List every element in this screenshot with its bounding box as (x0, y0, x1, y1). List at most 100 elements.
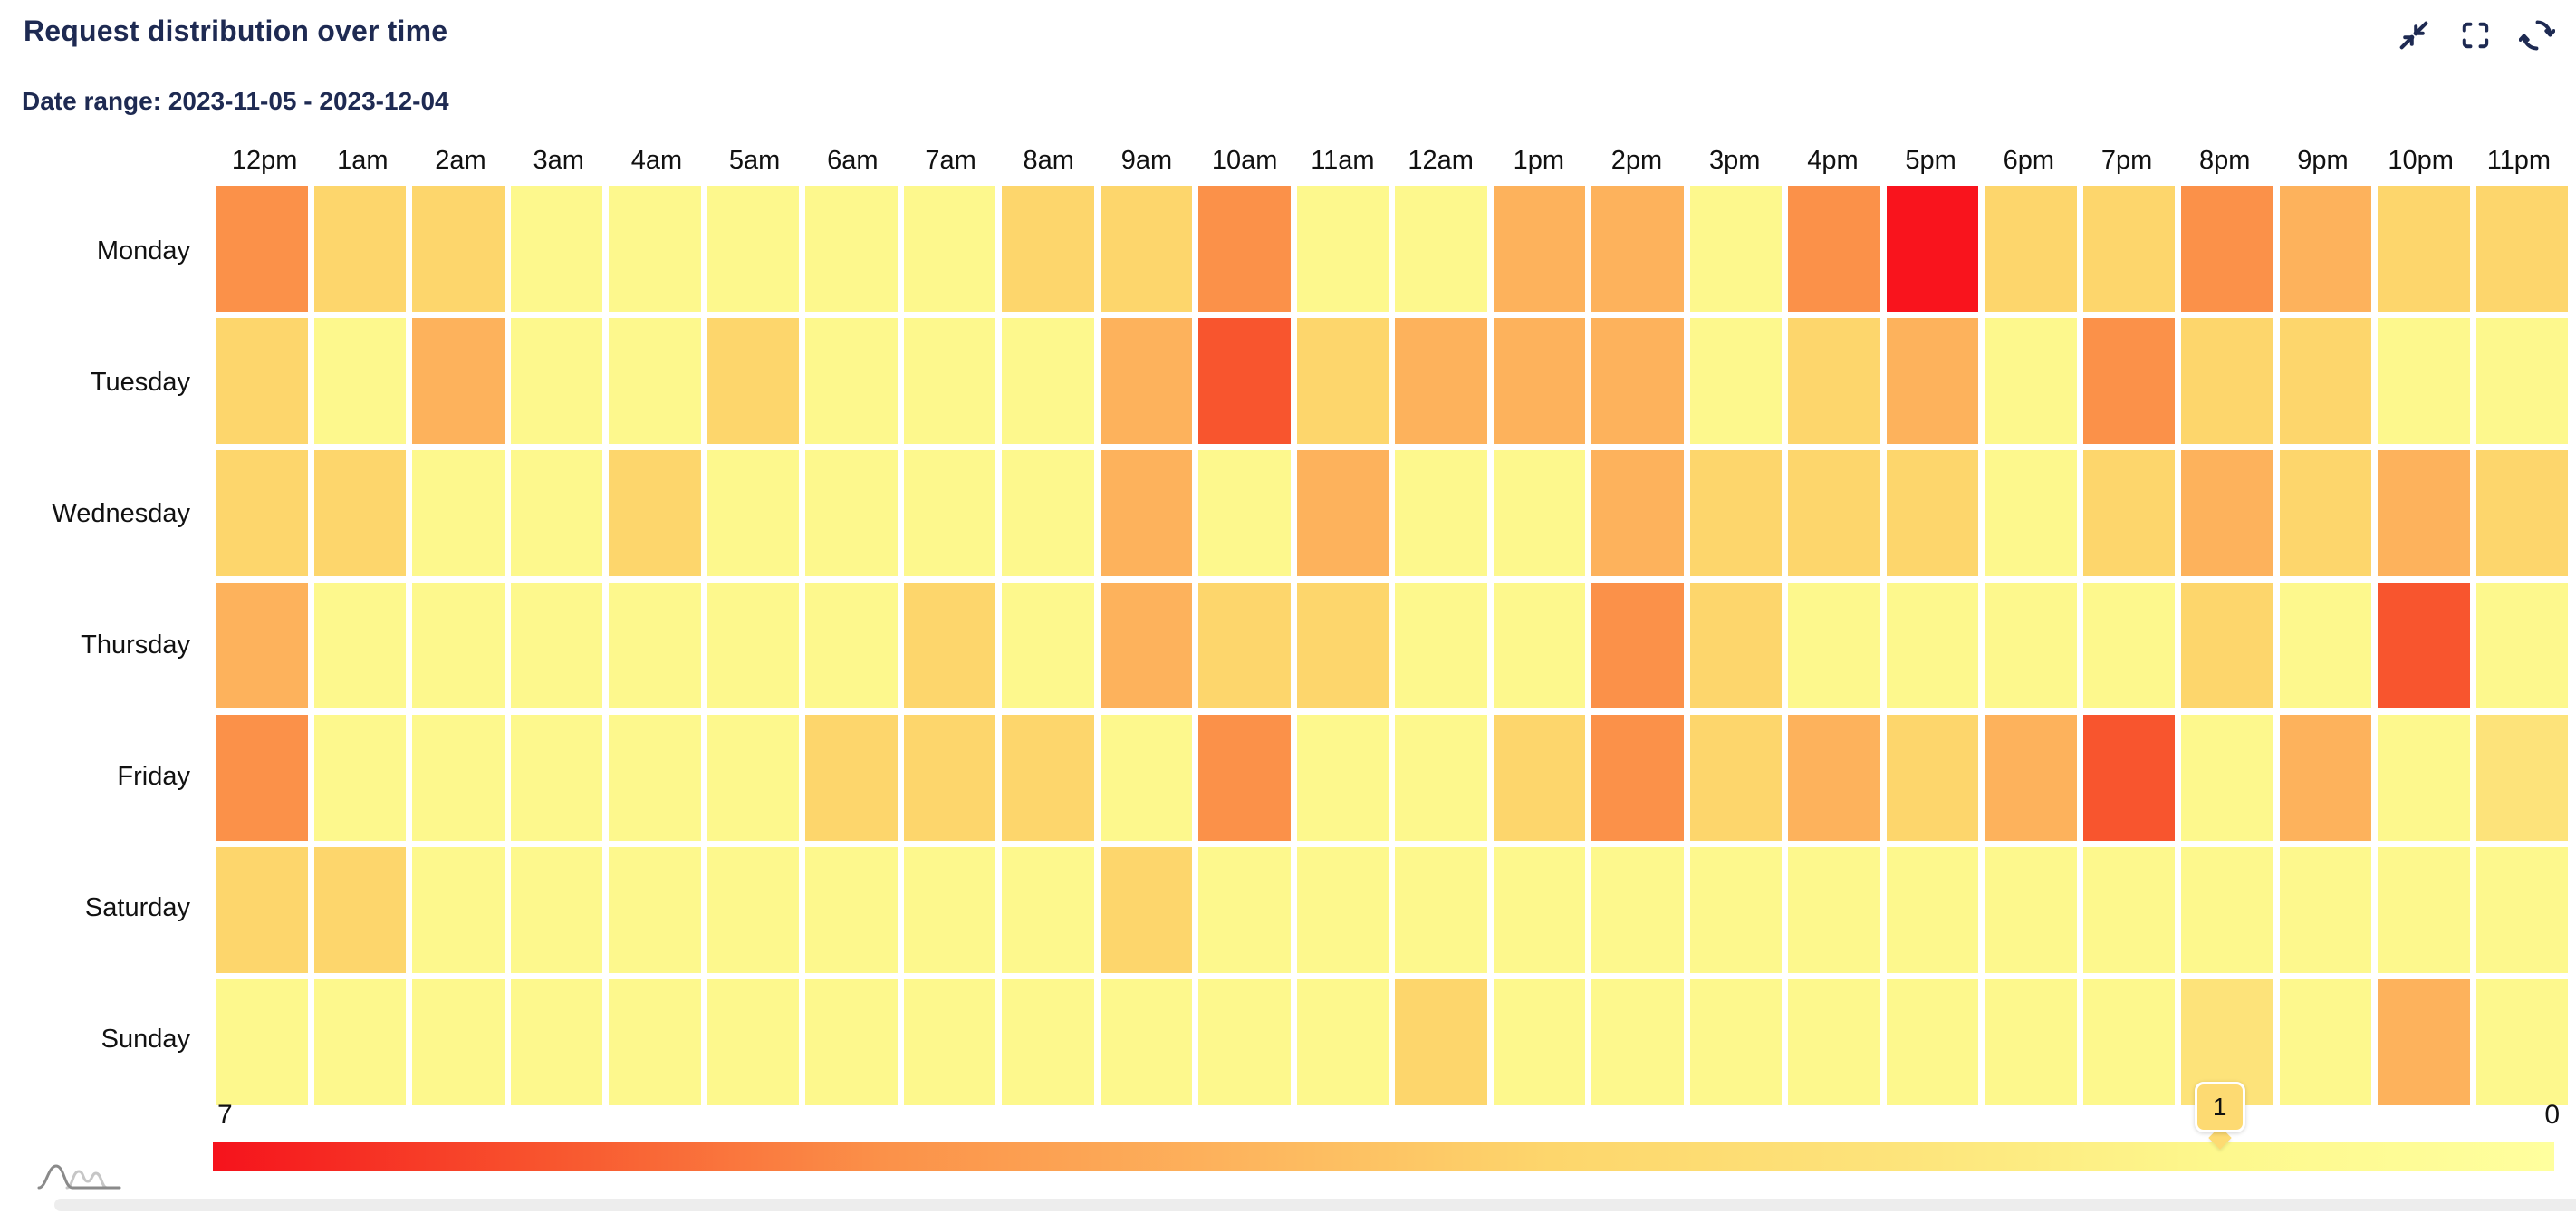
heatmap-cell[interactable] (2082, 979, 2175, 1105)
heatmap-cell[interactable] (412, 450, 505, 576)
heatmap-cell[interactable] (1689, 186, 1782, 312)
heatmap-cell[interactable] (2181, 583, 2273, 708)
heatmap-cell[interactable] (216, 847, 308, 973)
heatmap-cell[interactable] (1296, 186, 1389, 312)
heatmap-cell[interactable] (1985, 847, 2077, 973)
heatmap-cell[interactable] (1591, 715, 1684, 841)
heatmap-cell[interactable] (1886, 583, 1978, 708)
heatmap-cell[interactable] (706, 583, 799, 708)
heatmap-cell[interactable] (1100, 847, 1192, 973)
legend-gradient-bar[interactable] (213, 1142, 2554, 1171)
heatmap-cell[interactable] (2378, 847, 2470, 973)
heatmap-cell[interactable] (706, 715, 799, 841)
heatmap-cell[interactable] (412, 186, 505, 312)
heatmap-cell[interactable] (412, 583, 505, 708)
heatmap-cell[interactable] (2181, 715, 2273, 841)
heatmap-cell[interactable] (2181, 450, 2273, 576)
heatmap-cell[interactable] (1591, 186, 1684, 312)
heatmap-cell[interactable] (1689, 318, 1782, 444)
fullscreen-button[interactable] (2456, 16, 2494, 54)
heatmap-cell[interactable] (805, 450, 898, 576)
heatmap-cell[interactable] (510, 186, 602, 312)
heatmap-cell[interactable] (1296, 450, 1389, 576)
heatmap-cell[interactable] (706, 847, 799, 973)
heatmap-cell[interactable] (1493, 318, 1585, 444)
distribution-curves-icon[interactable] (36, 1160, 123, 1194)
heatmap-cell[interactable] (1985, 715, 2077, 841)
heatmap-cell[interactable] (2181, 318, 2273, 444)
heatmap-cell[interactable] (805, 583, 898, 708)
heatmap-cell[interactable] (1788, 450, 1880, 576)
heatmap-cell[interactable] (1100, 715, 1192, 841)
heatmap-cell[interactable] (412, 318, 505, 444)
heatmap-cell[interactable] (1198, 847, 1291, 973)
heatmap-cell[interactable] (1296, 318, 1389, 444)
heatmap-cell[interactable] (2181, 186, 2273, 312)
heatmap-cell[interactable] (1689, 979, 1782, 1105)
heatmap-cell[interactable] (216, 186, 308, 312)
heatmap-cell[interactable] (1886, 979, 1978, 1105)
heatmap-cell[interactable] (609, 715, 701, 841)
heatmap-cell[interactable] (2181, 847, 2273, 973)
heatmap-cell[interactable] (313, 186, 406, 312)
heatmap-cell[interactable] (1395, 450, 1487, 576)
heatmap-cell[interactable] (1788, 715, 1880, 841)
heatmap-cell[interactable] (609, 186, 701, 312)
heatmap-cell[interactable] (1886, 847, 1978, 973)
heatmap-cell[interactable] (1296, 583, 1389, 708)
heatmap-cell[interactable] (1788, 186, 1880, 312)
heatmap-cell[interactable] (2378, 715, 2470, 841)
heatmap-cell[interactable] (903, 186, 995, 312)
heatmap-cell[interactable] (1198, 450, 1291, 576)
heatmap-cell[interactable] (1788, 979, 1880, 1105)
heatmap-cell[interactable] (1198, 979, 1291, 1105)
heatmap-cell[interactable] (1395, 583, 1487, 708)
heatmap-cell[interactable] (1002, 847, 1094, 973)
heatmap-cell[interactable] (510, 450, 602, 576)
heatmap-cell[interactable] (1296, 847, 1389, 973)
heatmap-cell[interactable] (2082, 847, 2175, 973)
heatmap-cell[interactable] (706, 450, 799, 576)
heatmap-cell[interactable] (510, 715, 602, 841)
heatmap-cell[interactable] (1100, 318, 1192, 444)
heatmap-cell[interactable] (609, 583, 701, 708)
horizontal-scrollbar[interactable] (54, 1199, 2576, 1211)
heatmap-cell[interactable] (805, 318, 898, 444)
heatmap-cell[interactable] (216, 583, 308, 708)
heatmap-cell[interactable] (1886, 450, 1978, 576)
heatmap-cell[interactable] (1886, 186, 1978, 312)
heatmap-cell[interactable] (2279, 186, 2371, 312)
heatmap-cell[interactable] (2475, 450, 2568, 576)
heatmap-cell[interactable] (412, 847, 505, 973)
heatmap-cell[interactable] (2378, 583, 2470, 708)
heatmap-cell[interactable] (609, 847, 701, 973)
heatmap-cell[interactable] (510, 979, 602, 1105)
heatmap-cell[interactable] (1493, 450, 1585, 576)
heatmap-cell[interactable] (903, 583, 995, 708)
heatmap-cell[interactable] (1689, 847, 1782, 973)
heatmap-cell[interactable] (805, 847, 898, 973)
heatmap-cell[interactable] (2475, 318, 2568, 444)
heatmap-cell[interactable] (1689, 450, 1782, 576)
heatmap-cell[interactable] (1591, 583, 1684, 708)
heatmap-cell[interactable] (903, 450, 995, 576)
heatmap-cell[interactable] (216, 318, 308, 444)
heatmap-cell[interactable] (1395, 979, 1487, 1105)
collapse-button[interactable] (2395, 16, 2433, 54)
heatmap-cell[interactable] (1198, 583, 1291, 708)
heatmap-cell[interactable] (1198, 186, 1291, 312)
heatmap-cell[interactable] (706, 979, 799, 1105)
heatmap-cell[interactable] (609, 450, 701, 576)
heatmap-cell[interactable] (2475, 979, 2568, 1105)
refresh-button[interactable] (2518, 16, 2556, 54)
heatmap-cell[interactable] (1395, 318, 1487, 444)
heatmap-cell[interactable] (1002, 979, 1094, 1105)
heatmap-cell[interactable] (2279, 979, 2371, 1105)
heatmap-cell[interactable] (903, 318, 995, 444)
heatmap-cell[interactable] (2279, 583, 2371, 708)
heatmap-cell[interactable] (1493, 583, 1585, 708)
heatmap-cell[interactable] (706, 186, 799, 312)
heatmap-cell[interactable] (412, 979, 505, 1105)
heatmap-cell[interactable] (2279, 318, 2371, 444)
heatmap-cell[interactable] (1296, 979, 1389, 1105)
